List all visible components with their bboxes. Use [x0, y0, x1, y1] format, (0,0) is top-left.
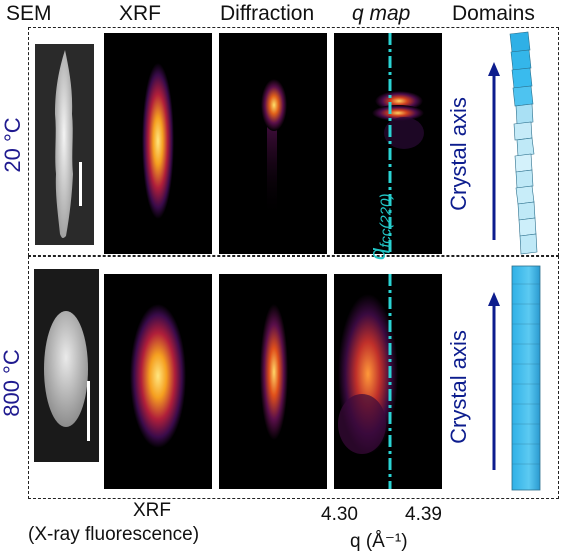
crystal-axis-arrow-20c	[487, 62, 501, 242]
qfcc-line-label: qfcc(220)	[365, 100, 395, 260]
header-qmap: q map	[352, 2, 411, 25]
domains-crystal-800c	[508, 264, 548, 494]
diffraction-map-800c	[219, 274, 327, 489]
row-frame-800c	[28, 256, 559, 499]
xrf-caption-title: XRF	[133, 500, 171, 521]
header-diffraction: Diffraction	[220, 2, 315, 25]
header-domains: Domains	[452, 2, 535, 25]
condition-label-20c: 20 °C	[0, 117, 25, 173]
qmap-800c	[334, 274, 442, 489]
sem-image-20c	[35, 44, 94, 245]
qfcc-label-q: q	[365, 247, 390, 260]
crystal-axis-label-20c: Crystal axis	[446, 97, 471, 211]
xrf-map-800c	[104, 274, 212, 489]
header-sem: SEM	[6, 2, 52, 25]
header-xrf: XRF	[119, 2, 161, 25]
domains-crystal-20c	[498, 30, 548, 256]
q-axis-label: q (Å⁻¹)	[350, 531, 408, 552]
q-tick-right: 4.39	[405, 504, 442, 525]
row-frame-20c	[28, 27, 559, 256]
qmap-20c	[334, 33, 442, 254]
sem-image-800c	[34, 269, 99, 462]
xrf-caption-full: (X-ray fluorescence)	[28, 524, 200, 545]
crystal-axis-arrow-800c	[487, 292, 501, 472]
condition-label-800c: 800 °C	[0, 349, 24, 417]
q-tick-left: 4.30	[321, 504, 358, 525]
xrf-map-20c	[104, 33, 212, 254]
diffraction-map-20c	[219, 33, 327, 254]
qfcc-label-sub: fcc(220)	[377, 193, 395, 248]
crystal-axis-label-800c: Crystal axis	[446, 330, 471, 444]
